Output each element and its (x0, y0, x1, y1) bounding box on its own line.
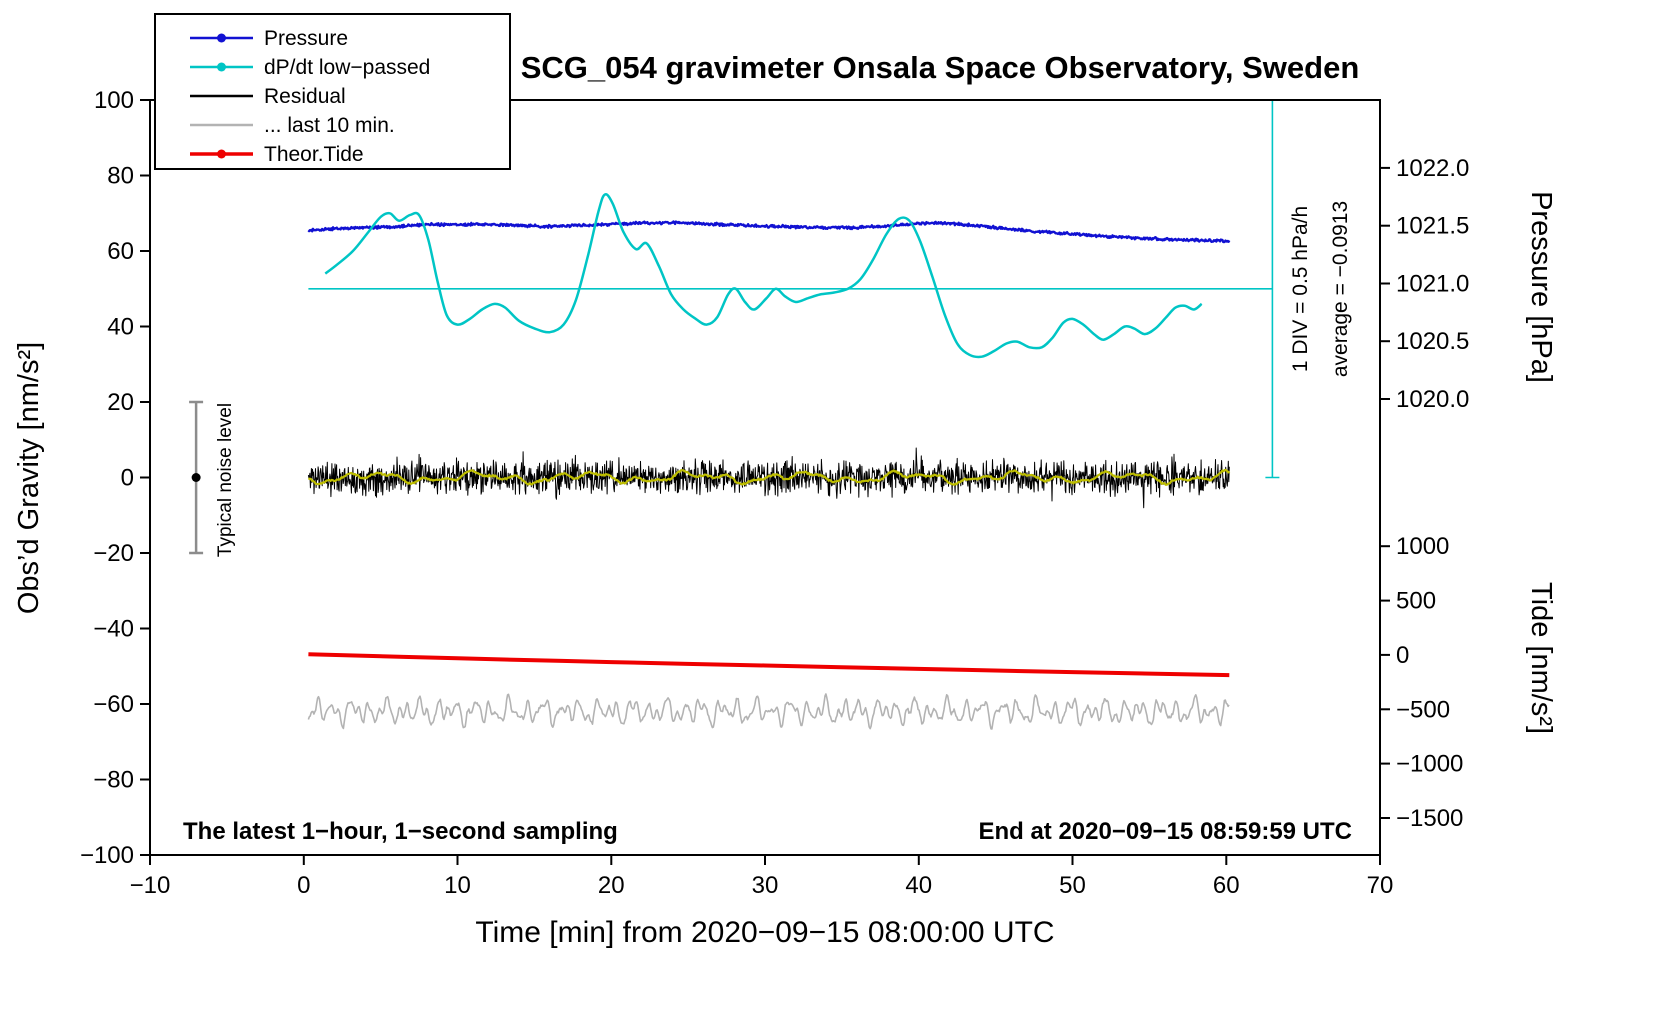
x-tick-label: 40 (905, 872, 932, 899)
legend-item-label: Pressure (264, 27, 348, 50)
x-tick-label: 10 (444, 872, 471, 899)
average-note: average = −0.0913 (1329, 201, 1352, 377)
pressure-tick-label: 1021.5 (1396, 213, 1469, 240)
x-tick-label: 20 (598, 872, 625, 899)
plot-title: SCG_054 gravimeter Onsala Space Observat… (521, 50, 1360, 85)
tide-axis-label: Tide [nm/s²] (1525, 582, 1557, 734)
legend-box (154, 13, 511, 170)
tide-tick-label: −500 (1396, 696, 1450, 723)
pressure-tick-label: 1022.0 (1396, 155, 1469, 182)
series-pressure (307, 220, 1231, 244)
noise-level-dot (191, 473, 201, 482)
x-tick-label: 70 (1367, 872, 1394, 899)
series-last-10-min (307, 693, 1230, 730)
x-axis-label: Time [min] from 2020−09−15 08:00:00 UTC (475, 916, 1054, 949)
frame-layer: −10 0 10 20 30 40 50 60 70100806040200−20−40−60−… (80, 87, 1469, 899)
gravity-tick-label: −100 (80, 842, 134, 869)
series-residual-lowpassed (307, 468, 1231, 486)
legend-dot (217, 33, 226, 43)
x-tick-label: −10 (130, 872, 171, 899)
series-theor-tide (308, 652, 1230, 678)
x-tick-label: 0 (297, 872, 310, 899)
legend-dot (217, 149, 226, 159)
x-tick-label: 60 (1213, 872, 1240, 899)
gravity-tick-label: 80 (107, 163, 134, 190)
gravity-tick-label: −40 (93, 616, 134, 643)
series-layer (307, 99, 1280, 730)
tide-tick-label: −1000 (1396, 751, 1463, 778)
pressure-tick-label: 1021.0 (1396, 270, 1469, 297)
div-scale-note: 1 DIV = 0.5 hPa/h (1289, 206, 1312, 372)
tide-tick-label: −1500 (1396, 805, 1463, 832)
legend-dot (217, 62, 226, 72)
gravity-tick-label: −20 (93, 540, 134, 567)
gravity-tick-label: −60 (93, 691, 134, 718)
gravity-tick-label: 40 (107, 314, 134, 341)
legend-item-label: ... last 10 min. (264, 114, 395, 137)
x-tick-label: 30 (752, 872, 779, 899)
gravity-tick-label: 100 (94, 87, 134, 114)
tide-tick-label: 500 (1396, 588, 1436, 615)
pressure-tick-label: 1020.0 (1396, 386, 1469, 413)
tide-tick-label: 1000 (1396, 533, 1449, 560)
series-dpdt (324, 193, 1203, 359)
legend-item-label: Theor.Tide (264, 143, 364, 166)
end-time-note: End at 2020−09−15 08:59:59 UTC (978, 818, 1352, 845)
gravity-tick-label: 60 (107, 238, 134, 265)
tide-tick-label: 0 (1396, 642, 1409, 669)
typical-noise-level-label: Typical noise level (215, 403, 236, 557)
pressure-tick-label: 1020.5 (1396, 328, 1469, 355)
y-left-axis-label: Obs’d Gravity [nm/s²] (13, 342, 45, 614)
gravity-tick-label: 20 (107, 389, 134, 416)
legend-item-label: Residual (264, 85, 346, 108)
legend-item-label: dP/dt low−passed (264, 56, 430, 79)
gravity-tick-label: −80 (93, 767, 134, 794)
sampling-note: The latest 1−hour, 1−second sampling (183, 818, 618, 845)
pressure-axis-label: Pressure [hPa] (1525, 191, 1557, 383)
gravity-tick-label: 0 (121, 465, 134, 492)
legend: Pressure dP/dt low−passed Residual ... last… (154, 13, 511, 170)
x-tick-label: 50 (1059, 872, 1086, 899)
